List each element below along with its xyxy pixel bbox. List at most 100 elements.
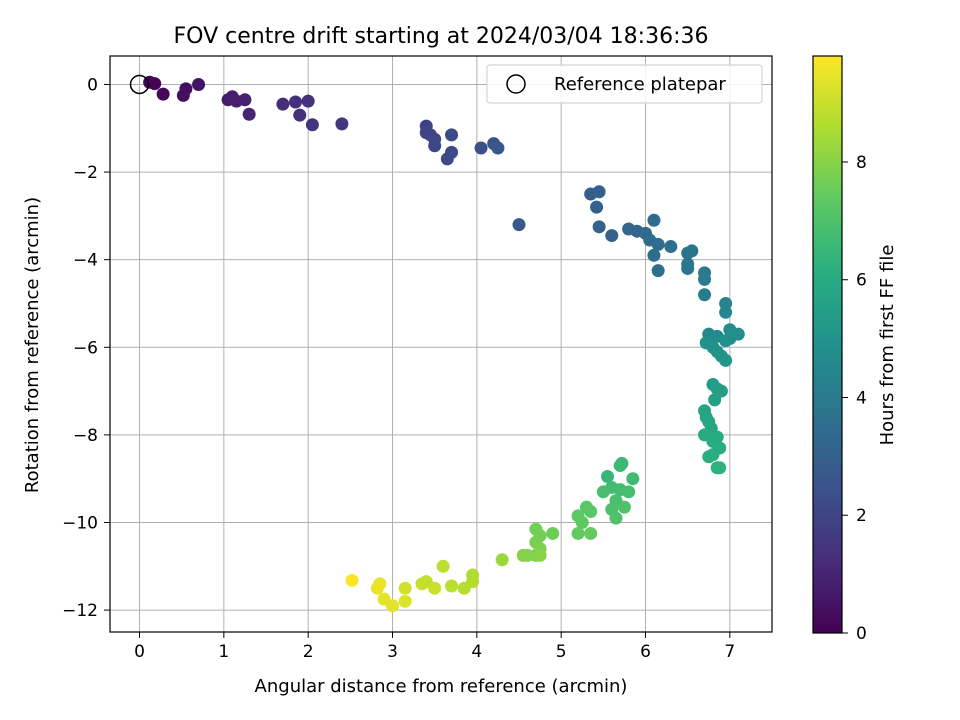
data-point (428, 581, 442, 595)
data-point (651, 264, 665, 278)
data-point (617, 500, 631, 514)
data-point (685, 244, 699, 258)
y-tick-label: −6 (73, 338, 98, 358)
y-tick-label: −12 (62, 601, 98, 621)
x-axis-ticks: 0 1 2 3 4 5 6 7 (134, 632, 735, 662)
data-point (647, 213, 661, 227)
data-point (516, 548, 530, 562)
data-point (546, 526, 560, 540)
x-axis-label: Angular distance from reference (arcmin) (255, 676, 628, 697)
data-point (474, 141, 488, 155)
data-point (156, 87, 170, 101)
legend-entry-reference: Reference platepar (554, 74, 726, 95)
data-points (143, 75, 745, 613)
x-tick-label: 7 (724, 642, 735, 662)
data-point (571, 526, 585, 540)
colorbar-ticks: 0 2 4 6 8 (842, 153, 867, 644)
colorbar-tick-label: 2 (856, 506, 867, 526)
y-axis-ticks: −12 −10 −8 −6 −4 −2 0 (62, 75, 110, 621)
plot-background (110, 56, 772, 632)
x-tick-label: 2 (303, 642, 314, 662)
x-tick-label: 0 (134, 642, 145, 662)
data-point (398, 581, 412, 595)
data-point (289, 95, 303, 109)
data-point (370, 581, 384, 595)
data-point (723, 332, 737, 346)
data-point (457, 581, 471, 595)
data-point (491, 141, 505, 155)
x-tick-label: 3 (387, 642, 398, 662)
data-point (626, 472, 640, 486)
data-point (714, 384, 728, 398)
data-point (179, 82, 193, 96)
colorbar-gradient (812, 55, 843, 634)
legend-box (486, 64, 763, 104)
colorbar-tick-label: 4 (856, 388, 867, 408)
data-point (698, 288, 712, 302)
data-point (592, 220, 606, 234)
data-point (708, 393, 722, 407)
data-point (512, 218, 526, 232)
data-point (238, 93, 252, 107)
data-point (584, 526, 598, 540)
data-point (436, 559, 450, 573)
data-point (719, 305, 733, 319)
data-point (702, 450, 716, 464)
plot-frame (109, 55, 773, 633)
colorbar-label: Hours from first FF file (877, 245, 898, 446)
grid-lines (110, 56, 772, 632)
data-point (293, 108, 307, 122)
y-tick-label: −2 (73, 163, 98, 183)
data-point (242, 107, 256, 121)
data-point (651, 237, 665, 251)
data-point (615, 456, 629, 470)
data-point (664, 240, 678, 254)
data-point (192, 77, 206, 91)
reference-platepar-marker (129, 74, 150, 95)
data-point (415, 577, 429, 591)
data-point (590, 200, 604, 214)
data-point (605, 229, 619, 243)
chart-title: FOV centre drift starting at 2024/03/04 … (174, 24, 709, 49)
data-point (148, 77, 162, 91)
data-point (276, 97, 290, 111)
data-point (575, 515, 589, 529)
x-tick-label: 1 (218, 642, 229, 662)
x-tick-label: 6 (640, 642, 651, 662)
plot-area: 0 1 2 3 4 5 6 7 −12 −10 −8 −6 −4 −2 0 (62, 55, 773, 662)
data-point (445, 128, 459, 142)
data-point (305, 118, 319, 132)
data-point (445, 145, 459, 159)
data-point (495, 553, 509, 567)
data-point (601, 470, 615, 484)
y-tick-label: 0 (87, 75, 98, 95)
y-tick-label: −4 (73, 251, 98, 271)
colorbar: 0 2 4 6 8 Hours from first FF file (812, 55, 898, 644)
data-point (584, 505, 598, 519)
data-point (719, 353, 733, 367)
data-point (592, 185, 606, 199)
data-point (377, 592, 391, 606)
data-point (681, 261, 695, 275)
data-point (345, 573, 359, 587)
data-point (335, 117, 349, 131)
data-point (398, 594, 412, 608)
y-tick-label: −10 (62, 513, 98, 533)
data-point (713, 461, 727, 475)
data-point (596, 485, 610, 499)
x-tick-label: 5 (556, 642, 567, 662)
data-point (622, 485, 636, 499)
colorbar-tick-label: 6 (856, 271, 867, 291)
y-axis-label: Rotation from reference (arcmin) (22, 197, 43, 493)
data-point (698, 272, 712, 286)
colorbar-tick-label: 0 (856, 624, 867, 644)
x-tick-label: 4 (471, 642, 482, 662)
legend: Reference platepar (486, 64, 763, 104)
y-tick-label: −8 (73, 426, 98, 446)
data-point (647, 248, 661, 262)
data-point (533, 548, 547, 562)
legend-reference-marker (506, 74, 526, 94)
data-point (428, 139, 442, 153)
colorbar-tick-label: 8 (856, 153, 867, 173)
